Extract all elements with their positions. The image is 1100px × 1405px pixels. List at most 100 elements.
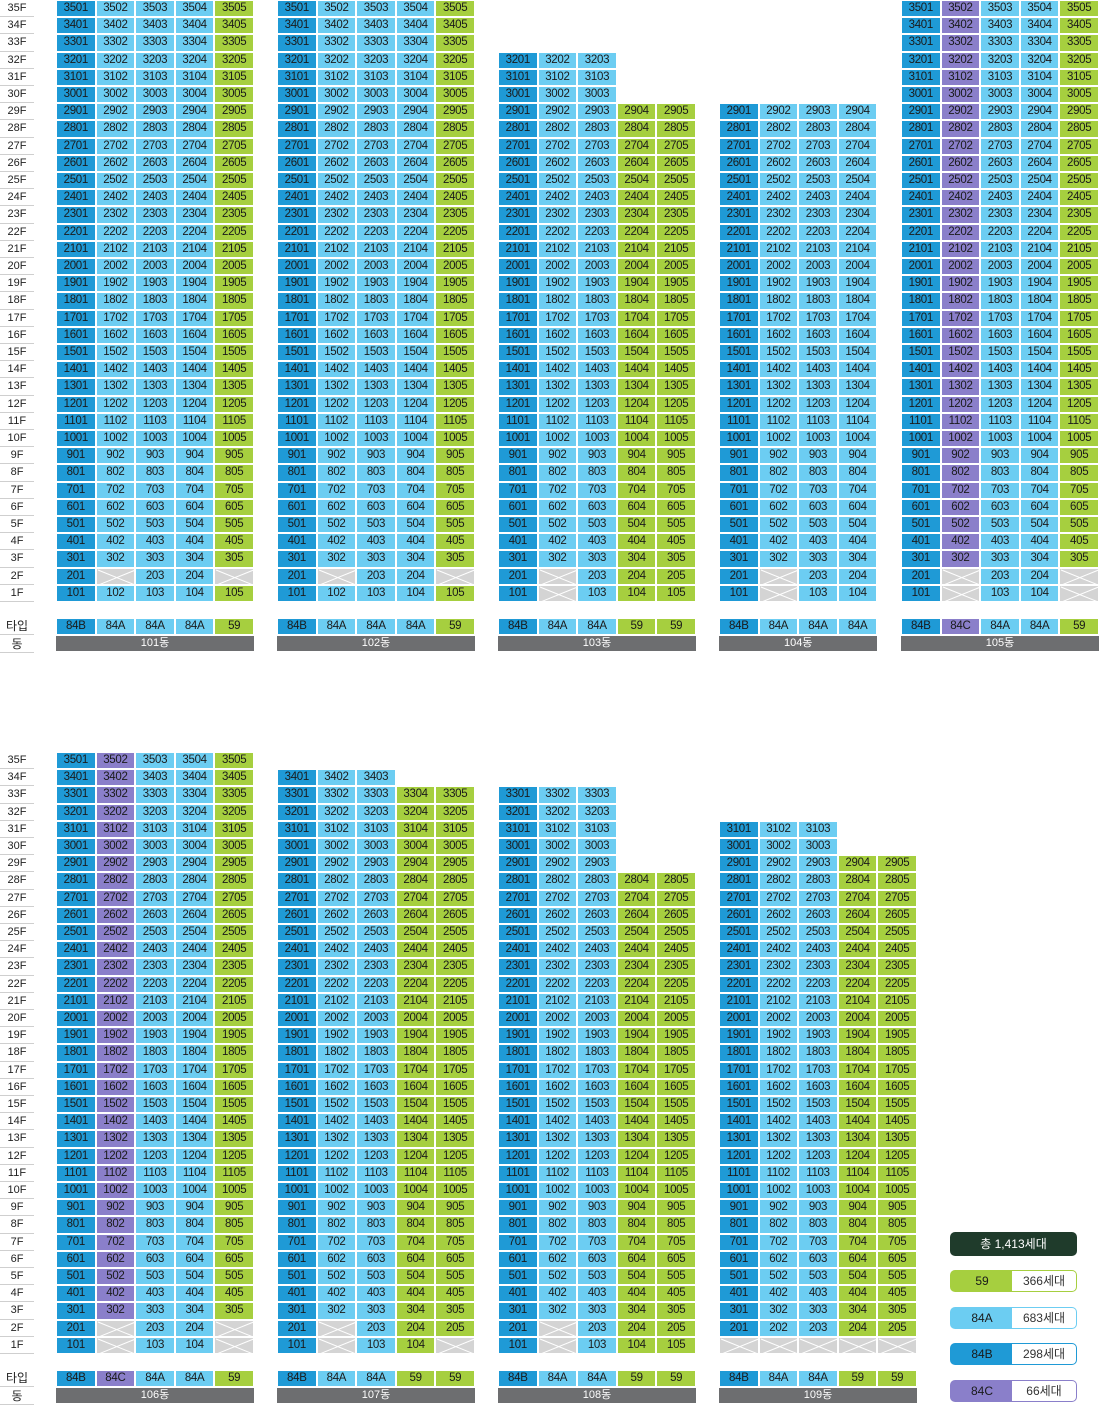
unit-cell: 305 (214, 1302, 254, 1320)
unit-cell: 3403 (135, 17, 175, 35)
unit-cell: 1803 (577, 292, 617, 310)
unit-cell: 1004 (395, 430, 436, 448)
unit-cell: 404 (395, 533, 436, 551)
unit-cell: 1305 (656, 378, 696, 396)
unit-cell: 302 (95, 1302, 136, 1320)
unit-cell: 1105 (214, 1164, 254, 1182)
unit-cell: 1505 (435, 1096, 475, 1114)
unit-cell: 1602 (316, 1078, 357, 1096)
unit-cell: 3402 (95, 17, 136, 35)
floor-label: 25F (0, 172, 34, 190)
unit-cell: 1503 (798, 1096, 838, 1114)
unit-type-cell: 84A (174, 1370, 215, 1387)
unit-cell: 503 (135, 1268, 175, 1286)
unit-cell: 2501 (719, 172, 759, 190)
unit-cell: 2101 (901, 240, 941, 258)
unit-cell: 1304 (1019, 378, 1060, 396)
unit-cell: 1803 (356, 1044, 396, 1062)
unit-cell: 1001 (277, 430, 317, 448)
floor-label: 4F (0, 1285, 34, 1303)
unit-cell: 2503 (577, 924, 617, 942)
unit-cell: 2203 (135, 223, 175, 241)
unit-cell: 601 (719, 498, 759, 516)
legend-type-label: 84C (970, 1383, 993, 1398)
unit-cell: 1301 (498, 378, 538, 396)
unit-cell: 604 (174, 1250, 215, 1268)
floor-label: 11F (0, 413, 34, 430)
unit-cell: 3303 (135, 34, 175, 52)
unit-cell: 701 (498, 1233, 538, 1251)
unit-cell: 1905 (656, 1027, 696, 1045)
cross-mark-icon (97, 1338, 136, 1355)
unit-cell: 2703 (577, 889, 617, 907)
unit-cell: 705 (435, 481, 475, 499)
unit-cell: 1303 (577, 378, 617, 396)
unit-cell: 301 (719, 1302, 759, 1320)
unit-cell: 1104 (174, 1164, 215, 1182)
unit-cell: 2905 (1059, 103, 1099, 121)
unit-cell: 1104 (837, 1164, 878, 1182)
unit-cell: 1105 (435, 412, 475, 430)
unit-cell: 305 (435, 550, 475, 568)
unit-cell: 2403 (577, 941, 617, 959)
unit-cell: 1701 (901, 309, 941, 327)
unit-cell: 2203 (577, 975, 617, 993)
unit-cell: 1402 (316, 361, 357, 379)
unit-cell: 2402 (95, 941, 136, 959)
floor-label: 5F (0, 516, 34, 534)
unit-cell: 2305 (656, 206, 696, 224)
unit-cell: 3103 (135, 68, 175, 86)
unit-cell: 2504 (174, 924, 215, 942)
cross-mark-icon (760, 569, 799, 586)
unit-cell: 3503 (135, 752, 175, 770)
unit-cell: 401 (277, 533, 317, 551)
unit-cell: 704 (395, 1233, 436, 1251)
unit-cell: 2205 (1059, 223, 1099, 241)
cross-mark-icon (216, 1338, 255, 1355)
unit-cell: 105 (214, 584, 254, 602)
unit-cell: 1604 (174, 1078, 215, 1096)
unit-cell: 304 (395, 1302, 436, 1320)
unit-cell: 104 (174, 1336, 215, 1354)
unit-cell: 3101 (498, 820, 538, 838)
unit-cell: 2603 (798, 154, 838, 172)
unit-cell: 1802 (940, 292, 981, 310)
unit-cell: 1403 (577, 361, 617, 379)
unit-cell: 603 (356, 1250, 396, 1268)
unit-cell: 203 (798, 1319, 838, 1337)
unit-cell: 2104 (174, 992, 215, 1010)
unit-cell: 1804 (616, 292, 657, 310)
floor-label: 18F (0, 292, 34, 310)
unit-cell: 1201 (719, 1147, 759, 1165)
unit-cell: 2804 (837, 120, 878, 138)
unit-cell: 3001 (56, 86, 96, 104)
unit-cell: 2505 (214, 172, 254, 190)
unit-cell: 703 (356, 1233, 396, 1251)
unit-cell: 505 (214, 516, 254, 534)
unit-cell: 1102 (537, 1164, 578, 1182)
floor-label: 4F (0, 533, 34, 551)
unit-cell: 503 (798, 1268, 838, 1286)
unit-cell: 2603 (798, 906, 838, 924)
unit-cell: 1503 (356, 1096, 396, 1114)
unit-cell: 2503 (577, 172, 617, 190)
unit-cell: 1505 (214, 1096, 254, 1114)
unit-cell: 2205 (214, 223, 254, 241)
unit-cell: 1201 (56, 1147, 96, 1165)
floor-label: 8F (0, 464, 34, 482)
unit-cell: 2102 (537, 240, 578, 258)
unit-cell: 505 (656, 516, 696, 534)
unit-cell: 2903 (798, 103, 838, 121)
unit-cell: 3303 (135, 786, 175, 804)
unit-cell: 1601 (901, 326, 941, 344)
unit-cell: 2003 (798, 1010, 838, 1028)
unit-cell: 2101 (719, 992, 759, 1010)
unit-cell: 303 (577, 550, 617, 568)
unit-cell: 2001 (719, 258, 759, 276)
unit-type-cell: 59 (435, 1370, 475, 1387)
unit-cell: 2004 (395, 1010, 436, 1028)
unit-cell: 1005 (656, 430, 696, 448)
unit-cell: 2404 (616, 189, 657, 207)
unit-cell: 1604 (1019, 326, 1060, 344)
unit-cell: 1802 (316, 1044, 357, 1062)
